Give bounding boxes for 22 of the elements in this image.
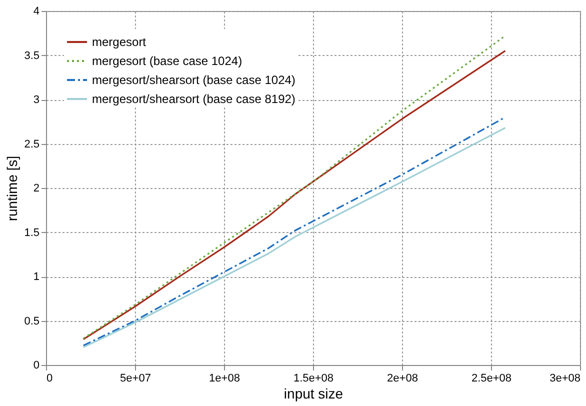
x-tick-label: 1e+08 — [209, 372, 240, 384]
y-tick-label: 3.5 — [24, 50, 40, 62]
legend-label: mergesort (base case 1024) — [92, 54, 242, 68]
y-axis-title: runtime [s] — [4, 156, 20, 222]
y-tick-label: 4 — [33, 6, 40, 18]
legend-label: mergesort/shearsort (base case 1024) — [92, 73, 296, 87]
x-tick-label: 2e+08 — [387, 372, 418, 384]
x-tick-label: 5e+07 — [120, 372, 151, 384]
x-axis-title: input size — [284, 386, 344, 402]
legend-label: mergesort/shearsort (base case 8192) — [92, 92, 296, 106]
x-tick-label: 2.5e+08 — [471, 372, 512, 384]
y-tick-label: 3 — [33, 94, 40, 106]
x-tick-label: 3e+08 — [550, 372, 580, 384]
x-tick-label: 1.5e+08 — [293, 372, 334, 384]
y-tick-label: 2 — [33, 182, 40, 194]
y-tick-label: 0.5 — [24, 315, 40, 328]
legend-label: mergesort — [92, 35, 147, 49]
x-tick-label: 0 — [46, 372, 53, 384]
y-tick-label: 1.5 — [24, 226, 40, 239]
y-tick-label: 0 — [33, 360, 40, 372]
y-tick-label: 1 — [33, 271, 40, 283]
y-tick-label: 2.5 — [24, 138, 40, 150]
